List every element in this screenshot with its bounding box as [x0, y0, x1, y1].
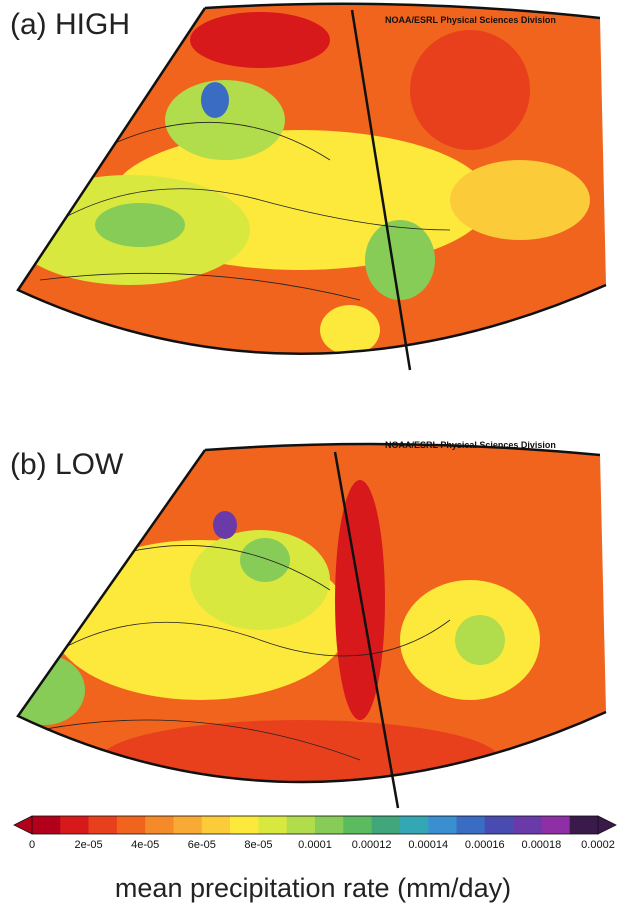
- colorbar-tick-label: 0.0001: [298, 839, 332, 851]
- page: (a) HIGH NOAA/ESRL Physical Sciences Div…: [0, 0, 626, 909]
- map-panel-b: [0, 430, 626, 850]
- colorbar-segment: [32, 816, 61, 834]
- colorbar-tick-label: 0.00016: [465, 839, 505, 851]
- panel-label: (b) LOW: [10, 448, 124, 481]
- colorbar-end: [14, 816, 32, 834]
- colorbar: 0 2e-05 4e-05 6e-05 8e-05 0.0001 0.00012 0.0001…: [14, 816, 616, 851]
- credit: NOAA/ESRL Physical Sciences Division: [385, 440, 556, 450]
- colorbar-segment: [230, 816, 259, 834]
- colorbar-segment: [570, 816, 599, 834]
- colorbar-segment: [513, 816, 542, 834]
- colorbar-segment: [315, 816, 344, 834]
- colorbar-segment: [117, 816, 146, 834]
- colorbar-end: [598, 816, 616, 834]
- colorbar-segment: [400, 816, 429, 834]
- credit: NOAA/ESRL Physical Sciences Division: [385, 15, 556, 25]
- colorbar-segment: [89, 816, 118, 834]
- colorbar-tick-label: 8e-05: [244, 839, 272, 851]
- colorbar-segment: [258, 816, 287, 834]
- colorbar-segment: [287, 816, 316, 834]
- colorbar-segment: [145, 816, 174, 834]
- colorbar-segment: [485, 816, 514, 834]
- colorbar-tick-label: 4e-05: [131, 839, 159, 851]
- colorbar-tick-label: 0.00012: [352, 839, 392, 851]
- colorbar-segment: [541, 816, 570, 834]
- colorbar-segment: [343, 816, 372, 834]
- panel-label: (a) HIGH: [10, 8, 130, 41]
- colorbar-segment: [202, 816, 231, 834]
- colorbar-tick-label: 0.00018: [522, 839, 562, 851]
- colorbar-segment: [60, 816, 89, 834]
- colorbar-tick-label: 0.00014: [408, 839, 448, 851]
- colorbar-segment: [174, 816, 203, 834]
- colorbar-tick-label: 0: [29, 839, 35, 851]
- map-panel-a: [0, 0, 626, 420]
- colorbar-segment: [372, 816, 401, 834]
- colorbar-segment: [428, 816, 457, 834]
- colorbar-tick-label: 2e-05: [75, 839, 103, 851]
- colorbar-tick-label: 6e-05: [188, 839, 216, 851]
- colorbar-segment: [457, 816, 486, 834]
- colorbar-tick-label: 0.0002: [581, 839, 615, 851]
- colorbar-title: mean precipitation rate (mm/day): [115, 873, 511, 903]
